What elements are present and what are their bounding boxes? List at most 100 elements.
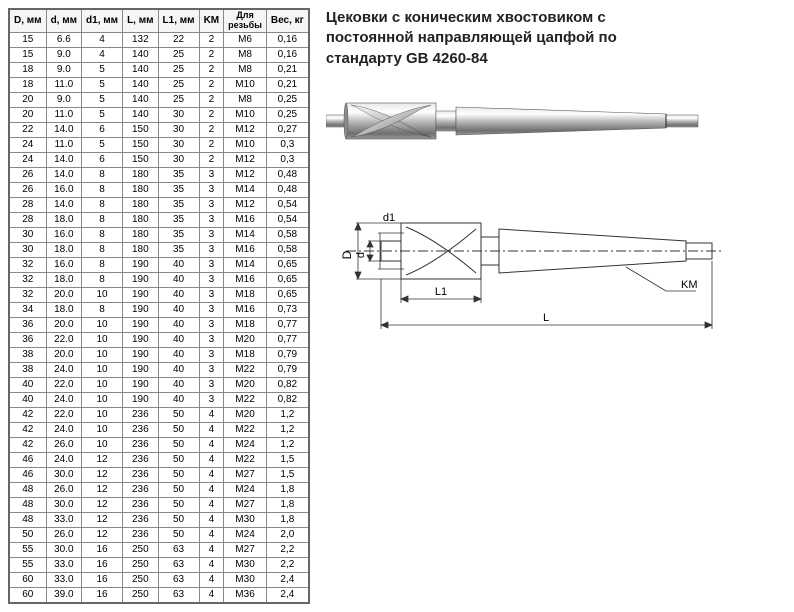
table-cell: 40 <box>158 362 199 377</box>
table-cell: 2 <box>199 32 224 47</box>
table-cell: 3 <box>199 242 224 257</box>
table-row: 2614.08180353M120,48 <box>9 167 309 182</box>
table-cell: 190 <box>123 287 158 302</box>
table-cell: 55 <box>9 557 46 572</box>
col-header: D, мм <box>9 9 46 32</box>
col-header: Вес, кг <box>266 9 308 32</box>
table-cell: 40 <box>158 392 199 407</box>
table-cell: 3 <box>199 347 224 362</box>
table-row: 5530.016250634M272,2 <box>9 542 309 557</box>
table-cell: 190 <box>123 332 158 347</box>
table-cell: 4 <box>199 587 224 603</box>
table-row: 2818.08180353M160,54 <box>9 212 309 227</box>
dim-label-L1: L1 <box>435 286 447 298</box>
table-cell: 2,0 <box>266 527 308 542</box>
table-row: 2814.08180353M120,54 <box>9 197 309 212</box>
table-cell: 26.0 <box>46 437 81 452</box>
table-cell: 24 <box>9 137 46 152</box>
table-cell: 4 <box>199 512 224 527</box>
table-cell: 16 <box>82 572 123 587</box>
table-cell: 132 <box>123 32 158 47</box>
table-cell: 4 <box>82 47 123 62</box>
table-cell: 236 <box>123 422 158 437</box>
table-cell: 50 <box>158 437 199 452</box>
table-cell: 1,2 <box>266 422 308 437</box>
table-cell: 190 <box>123 377 158 392</box>
table-row: 5026.012236504M242,0 <box>9 527 309 542</box>
table-cell: 2,2 <box>266 542 308 557</box>
table-row: 6033.016250634M302,4 <box>9 572 309 587</box>
table-cell: M30 <box>224 557 267 572</box>
table-cell: 3 <box>199 392 224 407</box>
table-cell: 8 <box>82 302 123 317</box>
table-cell: 2 <box>199 107 224 122</box>
table-cell: 50 <box>158 407 199 422</box>
table-row: 1811.05140252M100,21 <box>9 77 309 92</box>
table-cell: 140 <box>123 107 158 122</box>
table-cell: 4 <box>199 527 224 542</box>
table-cell: 5 <box>82 62 123 77</box>
table-cell: 26 <box>9 182 46 197</box>
table-cell: 32 <box>9 287 46 302</box>
table-cell: 150 <box>123 137 158 152</box>
table-cell: 3 <box>199 257 224 272</box>
table-row: 3824.010190403M220,79 <box>9 362 309 377</box>
table-row: 3218.08190403M160,65 <box>9 272 309 287</box>
table-cell: 0,54 <box>266 212 308 227</box>
table-cell: 3 <box>199 362 224 377</box>
right-section: Цековки с коническим хвостовиком с посто… <box>326 8 786 604</box>
table-cell: 14.0 <box>46 152 81 167</box>
table-cell: M24 <box>224 437 267 452</box>
table-row: 4224.010236504M221,2 <box>9 422 309 437</box>
table-cell: M14 <box>224 227 267 242</box>
table-cell: 16.0 <box>46 257 81 272</box>
table-cell: M36 <box>224 587 267 603</box>
table-cell: 6 <box>82 152 123 167</box>
table-cell: 3 <box>199 197 224 212</box>
table-cell: 50 <box>158 482 199 497</box>
table-cell: 24.0 <box>46 392 81 407</box>
table-cell: 8 <box>82 197 123 212</box>
table-cell: 190 <box>123 347 158 362</box>
tool-photo <box>326 81 778 161</box>
table-cell: 6 <box>82 122 123 137</box>
table-cell: 236 <box>123 467 158 482</box>
table-cell: 63 <box>158 587 199 603</box>
table-cell: 50 <box>158 467 199 482</box>
table-cell: 18 <box>9 62 46 77</box>
table-cell: 10 <box>82 332 123 347</box>
col-header: Длярезьбы <box>224 9 267 32</box>
table-row: 4833.012236504M301,8 <box>9 512 309 527</box>
table-cell: 32 <box>9 257 46 272</box>
table-cell: 180 <box>123 197 158 212</box>
dim-label-D: D <box>340 250 354 259</box>
table-cell: 12 <box>82 452 123 467</box>
table-cell: 8 <box>82 227 123 242</box>
table-cell: 42 <box>9 422 46 437</box>
product-title: Цековки с коническим хвостовиком с посто… <box>326 8 778 69</box>
table-cell: 42 <box>9 407 46 422</box>
table-cell: 0,82 <box>266 392 308 407</box>
table-cell: 36 <box>9 332 46 347</box>
table-cell: 10 <box>82 437 123 452</box>
col-header: KM <box>199 9 224 32</box>
table-cell: 1,5 <box>266 452 308 467</box>
table-cell: 30 <box>158 152 199 167</box>
table-cell: 150 <box>123 122 158 137</box>
table-cell: M24 <box>224 482 267 497</box>
table-cell: 18.0 <box>46 242 81 257</box>
table-cell: M12 <box>224 152 267 167</box>
table-cell: 48 <box>9 482 46 497</box>
table-cell: 33.0 <box>46 557 81 572</box>
table-cell: 180 <box>123 227 158 242</box>
table-cell: 22 <box>158 32 199 47</box>
table-cell: 9.0 <box>46 62 81 77</box>
table-cell: 0,16 <box>266 47 308 62</box>
table-cell: 33.0 <box>46 572 81 587</box>
table-cell: 236 <box>123 497 158 512</box>
table-cell: 40 <box>9 392 46 407</box>
table-cell: 0,65 <box>266 257 308 272</box>
table-cell: 0,77 <box>266 332 308 347</box>
table-cell: M18 <box>224 317 267 332</box>
table-row: 3820.010190403M180,79 <box>9 347 309 362</box>
